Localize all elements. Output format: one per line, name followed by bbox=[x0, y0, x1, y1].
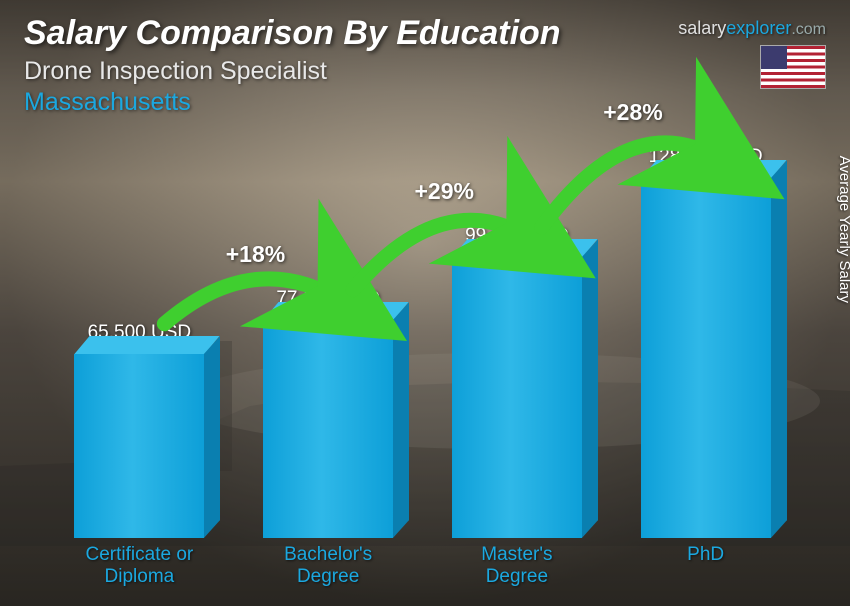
brand-prefix: salary bbox=[678, 18, 726, 38]
chart-location: Massachusetts bbox=[24, 88, 826, 117]
brand-main: explorer bbox=[726, 18, 791, 38]
arrow-svg bbox=[45, 130, 800, 588]
increase-arrow: +28% bbox=[45, 130, 800, 588]
flag-icon bbox=[760, 45, 826, 89]
y-axis-label: Average Yearly Salary bbox=[836, 156, 850, 303]
brand-text: salaryexplorer.com bbox=[678, 18, 826, 39]
brand-suffix: .com bbox=[791, 21, 826, 38]
brand-block: salaryexplorer.com bbox=[678, 18, 826, 89]
bar-chart: 65,500 USD 77,600 USD 99,900 USD 128,000… bbox=[45, 130, 800, 588]
